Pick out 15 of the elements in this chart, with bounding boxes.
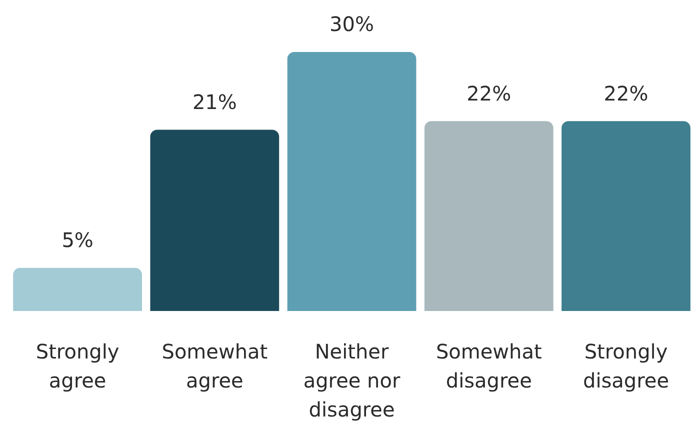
bar xyxy=(287,52,416,311)
bar xyxy=(424,121,554,311)
bar xyxy=(13,268,142,311)
x-tick-label: Somewhat disagree xyxy=(436,340,542,393)
x-tick-label: Neither agree nor disagree xyxy=(303,340,401,422)
bar xyxy=(150,130,280,311)
data-label: 22% xyxy=(466,81,512,106)
x-tick-label: Strongly agree xyxy=(36,340,120,393)
x-tick-label: Somewhat agree xyxy=(162,340,268,393)
data-label: 21% xyxy=(192,90,237,114)
data-label: 5% xyxy=(62,228,94,252)
x-tick-label: Strongly disagree xyxy=(582,340,669,393)
bar xyxy=(562,121,690,311)
data-label: 30% xyxy=(330,12,374,36)
data-label: 22% xyxy=(604,81,648,106)
